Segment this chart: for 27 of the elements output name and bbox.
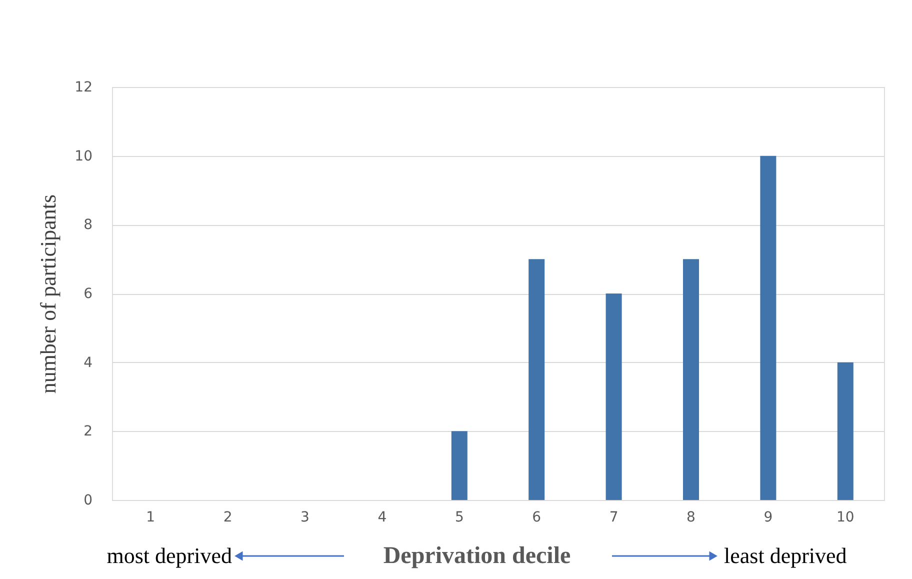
bar bbox=[528, 259, 545, 500]
y-tick-label: 4 bbox=[84, 354, 93, 371]
y-tick-label: 6 bbox=[84, 286, 93, 302]
bar bbox=[606, 294, 622, 500]
text: least deprived bbox=[724, 543, 847, 568]
bar bbox=[683, 259, 699, 500]
x-tick-label: 8 bbox=[686, 510, 696, 526]
x-tick-label: 5 bbox=[454, 510, 464, 526]
bar bbox=[760, 156, 776, 500]
bar bbox=[837, 362, 854, 500]
y-tick-label: 10 bbox=[74, 148, 92, 164]
x-tick-label: 7 bbox=[609, 510, 618, 526]
x-axis-title: Deprivation decile bbox=[383, 543, 571, 569]
x-tick-label: 9 bbox=[764, 510, 773, 526]
text: most deprived bbox=[106, 543, 232, 568]
x-tick-label: 3 bbox=[300, 510, 310, 526]
y-axis-title: number of participants bbox=[36, 194, 61, 394]
y-tick-label: 12 bbox=[74, 80, 92, 96]
y-tick-label: 0 bbox=[84, 492, 92, 508]
x-tick-label: 10 bbox=[836, 510, 854, 526]
y-tick-label: 2 bbox=[84, 424, 92, 440]
y-tick-label: 8 bbox=[84, 217, 92, 234]
x-tick-label: 2 bbox=[223, 510, 232, 526]
x-tick-label: 6 bbox=[532, 510, 542, 526]
x-tick-label: 4 bbox=[378, 510, 387, 526]
x-tick-label: 1 bbox=[146, 510, 156, 526]
bar bbox=[451, 431, 468, 500]
